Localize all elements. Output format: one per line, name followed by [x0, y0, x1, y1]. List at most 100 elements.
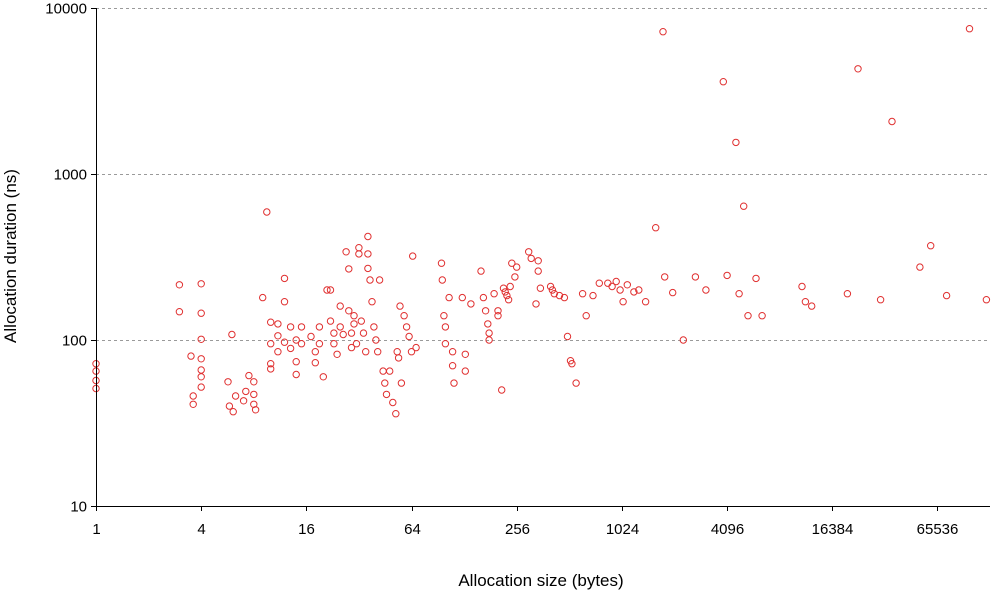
data-point: [323, 286, 331, 294]
data-point: [458, 293, 466, 302]
y-axis-title: Allocation duration (ns): [1, 169, 20, 343]
axes: [96, 8, 990, 507]
data-point: [503, 291, 511, 300]
data-point: [292, 358, 300, 366]
data-point: [389, 398, 397, 407]
data-point: [876, 296, 885, 304]
data-point: [175, 281, 184, 289]
data-point: [307, 332, 315, 341]
data-point: [189, 392, 197, 400]
data-point: [315, 323, 324, 331]
data-point: [612, 277, 620, 286]
data-point: [250, 390, 258, 399]
data-point: [534, 257, 542, 265]
data-point: [445, 293, 453, 302]
y-tick-label: 1000: [54, 167, 87, 184]
data-point: [982, 296, 991, 304]
data-point: [297, 340, 306, 348]
x-tick-label: 256: [505, 521, 530, 538]
data-point: [274, 348, 282, 356]
data-point: [197, 335, 205, 343]
data-point: [330, 329, 338, 337]
data-point: [589, 291, 597, 300]
data-point: [370, 323, 378, 331]
data-point: [400, 312, 408, 320]
data-point: [197, 366, 205, 374]
data-point: [623, 281, 631, 289]
data-point: [527, 254, 535, 263]
data-point: [927, 242, 935, 250]
data-point: [752, 274, 760, 283]
data-point: [263, 208, 271, 216]
data-point: [595, 279, 603, 287]
data-point: [339, 330, 347, 339]
data-point: [326, 286, 335, 294]
data-point: [175, 308, 184, 316]
data-point: [362, 348, 370, 356]
data-point: [548, 286, 557, 294]
y-tick-label: 100: [62, 333, 87, 350]
data-point: [723, 271, 731, 280]
data-point: [619, 298, 627, 306]
data-point: [405, 332, 413, 341]
x-tick-label: 65536: [917, 521, 959, 538]
data-point: [669, 288, 677, 297]
data-point: [608, 282, 616, 291]
data-point: [508, 259, 516, 267]
data-point: [407, 348, 416, 356]
data-point: [555, 291, 564, 300]
data-point: [228, 330, 236, 339]
data-point: [560, 293, 569, 302]
data-point: [355, 250, 363, 258]
data-point: [342, 248, 350, 256]
data-point: [297, 323, 306, 331]
data-point: [355, 244, 363, 252]
data-point: [350, 320, 358, 328]
data-point: [396, 302, 404, 310]
data-point: [374, 348, 382, 356]
data-point: [808, 302, 816, 310]
data-point: [461, 350, 469, 358]
data-point: [267, 365, 275, 373]
data-point: [197, 309, 205, 317]
x-tick-label: 1024: [606, 521, 639, 538]
data-point: [498, 386, 506, 394]
data-point: [630, 288, 638, 296]
data-point: [394, 354, 403, 362]
data-point: [661, 273, 669, 281]
data-point: [582, 312, 590, 320]
data-point: [330, 340, 338, 348]
data-point: [437, 259, 446, 267]
data-point: [347, 343, 356, 352]
data-point: [292, 370, 300, 379]
data-point: [702, 286, 710, 294]
data-point: [740, 202, 748, 210]
x-tick-label: 16: [298, 521, 315, 538]
y-axis-ticks: 10 100 1000 10000: [45, 1, 96, 516]
data-point: [280, 274, 289, 283]
data-point: [578, 290, 587, 298]
data-point: [187, 352, 195, 360]
data-point: [402, 323, 411, 331]
data-point: [280, 298, 289, 306]
data-point: [501, 288, 509, 296]
data-point: [372, 336, 380, 344]
data-point: [250, 378, 258, 386]
data-point: [525, 248, 533, 256]
data-point: [381, 379, 389, 387]
data-point: [485, 329, 493, 337]
data-point: [485, 336, 493, 344]
x-tick-label: 1: [92, 521, 100, 538]
data-point: [635, 286, 643, 294]
data-point: [345, 265, 353, 273]
data-point: [563, 332, 572, 341]
data-point: [504, 296, 513, 304]
data-point: [888, 117, 896, 126]
data-point: [652, 224, 660, 232]
data-point: [311, 359, 319, 367]
data-point: [286, 344, 295, 353]
data-point: [336, 302, 344, 310]
x-tick-label: 64: [404, 521, 421, 538]
data-point: [461, 367, 469, 375]
